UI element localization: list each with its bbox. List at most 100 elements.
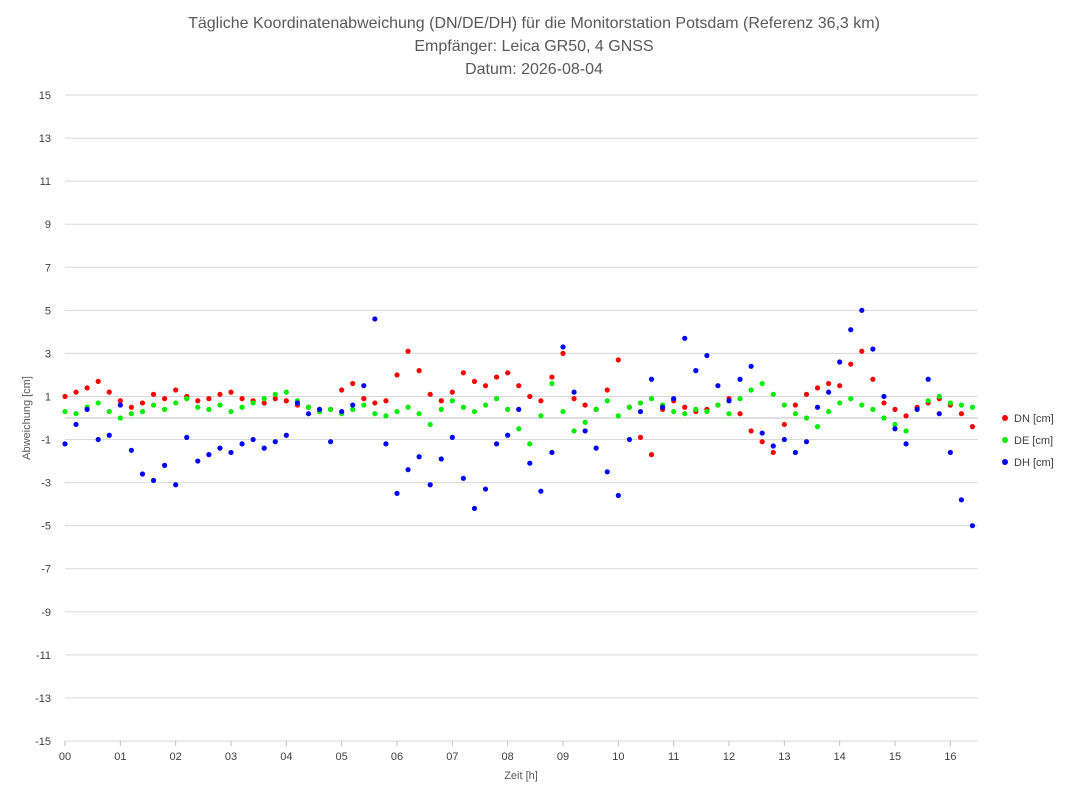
point-dn (969, 424, 976, 430)
point-dn (62, 393, 68, 400)
point-dn (848, 361, 854, 367)
point-dn (837, 383, 843, 389)
legend-entry: DN [cm] (1014, 413, 1054, 425)
point-de (328, 406, 334, 412)
grid (65, 94, 978, 742)
point-dh (914, 406, 920, 412)
point-dh (870, 346, 876, 352)
point-dh (516, 406, 522, 412)
point-de (494, 396, 500, 402)
point-dn (516, 383, 522, 389)
point-dh (427, 482, 433, 488)
point-dh (261, 445, 267, 451)
y-tick-label: -11 (36, 650, 51, 662)
point-dh (162, 462, 168, 468)
y-tick-label: 15 (39, 90, 51, 102)
point-dn (958, 411, 965, 417)
point-de (803, 415, 810, 421)
point-dh (671, 396, 677, 402)
point-de (826, 408, 832, 415)
point-dn (195, 398, 201, 404)
point-de (505, 406, 511, 412)
x-tick-label: 16 (944, 751, 956, 763)
x-tick-label: 06 (391, 751, 403, 763)
point-dh (383, 441, 389, 447)
point-dh (660, 404, 666, 410)
point-dn (427, 391, 433, 397)
y-tick-label: 1 (45, 391, 51, 403)
point-dh (250, 436, 256, 443)
point-de (405, 404, 411, 410)
point-dh (283, 432, 289, 438)
y-tick-label: 5 (45, 305, 51, 317)
point-dn (228, 389, 234, 395)
point-dh (294, 400, 300, 406)
point-de (239, 404, 245, 410)
point-dn (261, 400, 267, 406)
legend: DN [cm] DE [cm] DH [cm] (1002, 413, 1054, 469)
x-tick-label: 05 (336, 751, 348, 763)
point-dh (715, 383, 721, 389)
point-dn (560, 350, 566, 356)
point-dn (416, 368, 422, 374)
point-dh (704, 352, 710, 359)
point-dn (505, 370, 511, 376)
point-dn (394, 372, 400, 378)
point-dh (615, 492, 621, 499)
point-dn (339, 387, 345, 393)
y-tick-label: -9 (41, 607, 51, 619)
point-dh (482, 486, 489, 492)
point-dh (449, 434, 455, 440)
point-dn (582, 402, 588, 408)
point-de (184, 396, 190, 402)
point-de (527, 441, 533, 447)
point-dh (239, 441, 245, 447)
point-dn (84, 385, 90, 391)
point-de (814, 424, 821, 430)
point-de (936, 393, 942, 400)
point-de (217, 402, 223, 408)
point-dh (305, 411, 312, 417)
point-dn (571, 396, 577, 402)
point-de (460, 404, 466, 410)
point-dn (870, 376, 876, 382)
point-dh (339, 408, 345, 415)
point-de (162, 406, 168, 412)
point-de (748, 387, 754, 393)
point-de (261, 396, 267, 402)
point-de (538, 413, 544, 419)
point-dh (726, 398, 732, 404)
x-axis: 00 01 02 03 04 05 06 07 08 09 10 11 12 13 14 15 16 (59, 741, 956, 763)
x-tick-label: 09 (557, 751, 569, 763)
point-dh (139, 471, 146, 477)
point-de (106, 408, 112, 415)
point-dn (549, 374, 555, 380)
legend-marker (1002, 415, 1008, 421)
legend-marker (1002, 437, 1008, 443)
point-dn (759, 439, 765, 445)
point-dn (803, 391, 810, 397)
point-dh (217, 445, 223, 451)
point-de (416, 411, 422, 417)
point-dh (150, 477, 157, 484)
point-dh (62, 441, 68, 447)
x-tick-label: 04 (280, 751, 292, 763)
point-de (560, 408, 566, 415)
point-dh (394, 490, 400, 496)
point-de (228, 408, 234, 415)
y-tick-label: -3 (41, 478, 51, 490)
point-dn (283, 398, 289, 404)
series-de (62, 380, 976, 447)
point-dh (173, 482, 179, 488)
point-de (471, 408, 478, 415)
point-de (593, 406, 599, 412)
point-dn (737, 411, 743, 417)
point-dh (781, 436, 787, 443)
point-de (305, 404, 312, 410)
point-dh (814, 404, 821, 410)
point-dn (648, 452, 655, 458)
point-dh (958, 497, 965, 503)
point-dn (106, 389, 112, 395)
point-de (759, 380, 765, 387)
point-dh (969, 523, 976, 529)
